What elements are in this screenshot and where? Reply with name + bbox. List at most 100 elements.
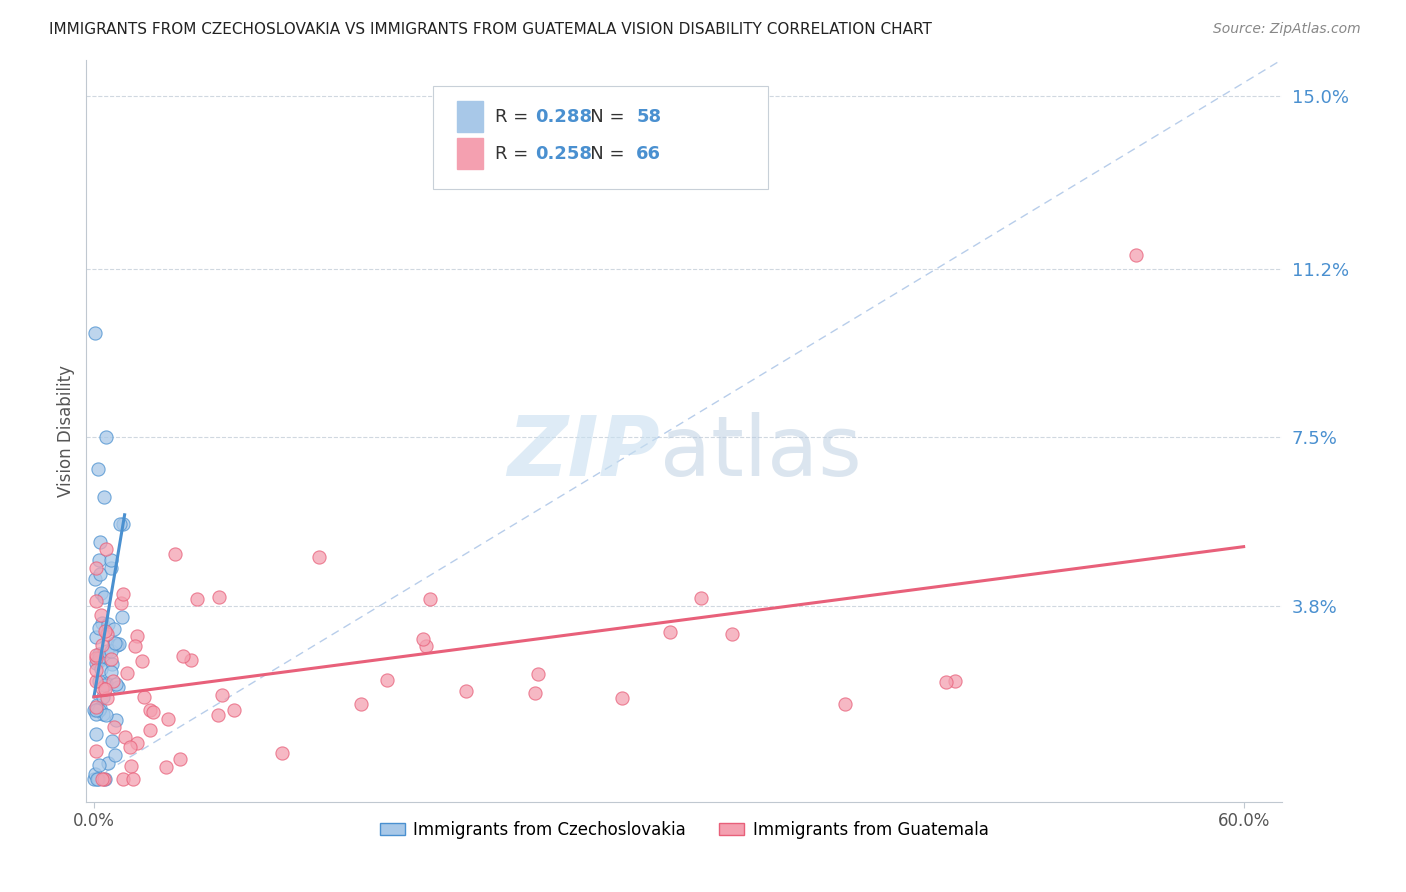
Immigrants from Czechoslovakia xyxy=(97,756,120,771)
Immigrants from Czechoslovakia xyxy=(101,734,124,748)
Immigrants from Czechoslovakia xyxy=(86,630,108,644)
Text: IMMIGRANTS FROM CZECHOSLOVAKIA VS IMMIGRANTS FROM GUATEMALA VISION DISABILITY CO: IMMIGRANTS FROM CZECHOSLOVAKIA VS IMMIGR… xyxy=(49,22,932,37)
Immigrants from Guatemala xyxy=(94,624,117,639)
Immigrants from Czechoslovakia xyxy=(83,772,105,786)
Immigrants from Guatemala xyxy=(96,542,118,557)
Immigrants from Czechoslovakia xyxy=(112,516,135,531)
Immigrants from Czechoslovakia xyxy=(108,517,131,532)
Immigrants from Guatemala xyxy=(610,691,633,706)
Immigrants from Czechoslovakia xyxy=(87,674,110,689)
Immigrants from Guatemala xyxy=(132,690,155,704)
FancyBboxPatch shape xyxy=(433,86,768,189)
Immigrants from Guatemala xyxy=(721,627,744,641)
Immigrants from Guatemala xyxy=(91,772,114,786)
Immigrants from Guatemala xyxy=(270,746,292,760)
Immigrants from Czechoslovakia xyxy=(86,698,108,713)
Immigrants from Guatemala xyxy=(84,699,107,714)
Immigrants from Czechoslovakia xyxy=(93,591,115,605)
Immigrants from Czechoslovakia xyxy=(89,553,111,567)
Immigrants from Guatemala xyxy=(100,652,122,666)
Immigrants from Czechoslovakia xyxy=(104,747,127,762)
Immigrants from Czechoslovakia xyxy=(83,326,105,340)
Immigrants from Guatemala xyxy=(101,673,124,688)
Immigrants from Czechoslovakia xyxy=(104,636,127,650)
Immigrants from Guatemala xyxy=(127,736,149,750)
Immigrants from Guatemala xyxy=(412,632,434,646)
Immigrants from Czechoslovakia xyxy=(100,552,122,566)
Immigrants from Czechoslovakia xyxy=(86,772,108,786)
Immigrants from Guatemala xyxy=(419,592,441,607)
Immigrants from Guatemala xyxy=(456,683,478,698)
Immigrants from Guatemala xyxy=(139,723,162,737)
Immigrants from Guatemala xyxy=(84,673,107,688)
Immigrants from Guatemala xyxy=(180,653,202,667)
Immigrants from Czechoslovakia xyxy=(101,657,124,672)
Bar xyxy=(457,138,484,169)
Immigrants from Guatemala xyxy=(157,712,180,726)
Immigrants from Guatemala xyxy=(115,666,138,681)
Immigrants from Guatemala xyxy=(131,653,153,667)
Text: 0.258: 0.258 xyxy=(534,145,592,163)
Immigrants from Czechoslovakia xyxy=(89,647,111,661)
Text: N =: N = xyxy=(572,145,630,163)
Immigrants from Guatemala xyxy=(350,697,373,711)
Immigrants from Czechoslovakia xyxy=(105,713,128,727)
Immigrants from Czechoslovakia xyxy=(111,609,134,624)
Immigrants from Guatemala xyxy=(84,648,107,663)
Immigrants from Czechoslovakia xyxy=(89,622,111,636)
Immigrants from Guatemala xyxy=(84,560,107,574)
Immigrants from Czechoslovakia xyxy=(84,767,107,781)
Immigrants from Guatemala xyxy=(169,752,191,766)
Immigrants from Guatemala xyxy=(84,744,107,758)
Immigrants from Czechoslovakia xyxy=(84,656,107,670)
Immigrants from Guatemala xyxy=(118,739,141,754)
Immigrants from Czechoslovakia xyxy=(96,675,118,690)
Immigrants from Czechoslovakia xyxy=(87,703,110,717)
Immigrants from Guatemala xyxy=(84,651,107,665)
Immigrants from Guatemala xyxy=(523,686,546,700)
Text: atlas: atlas xyxy=(661,412,862,493)
Immigrants from Guatemala xyxy=(96,690,118,705)
Immigrants from Guatemala xyxy=(111,772,134,786)
Immigrants from Czechoslovakia xyxy=(103,622,125,636)
Immigrants from Czechoslovakia xyxy=(89,758,111,772)
Immigrants from Czechoslovakia xyxy=(94,430,117,444)
Immigrants from Czechoslovakia xyxy=(91,707,114,722)
Immigrants from Guatemala xyxy=(834,697,856,711)
Immigrants from Guatemala xyxy=(155,760,177,774)
Immigrants from Guatemala xyxy=(222,703,245,717)
Immigrants from Czechoslovakia xyxy=(97,617,120,632)
Immigrants from Czechoslovakia xyxy=(100,665,122,679)
Immigrants from Guatemala xyxy=(112,587,135,601)
Immigrants from Czechoslovakia xyxy=(86,772,108,786)
Immigrants from Guatemala xyxy=(94,682,117,697)
Immigrants from Czechoslovakia xyxy=(89,701,111,715)
Immigrants from Czechoslovakia xyxy=(87,651,110,665)
Immigrants from Guatemala xyxy=(163,548,186,562)
Immigrants from Czechoslovakia xyxy=(105,638,128,652)
Immigrants from Guatemala xyxy=(142,706,165,720)
Text: ZIP: ZIP xyxy=(508,412,661,493)
Immigrants from Czechoslovakia xyxy=(100,560,122,574)
Immigrants from Guatemala xyxy=(120,759,142,773)
Immigrants from Czechoslovakia xyxy=(94,708,117,723)
Immigrants from Czechoslovakia xyxy=(107,680,129,694)
Immigrants from Guatemala xyxy=(90,638,112,652)
Text: 66: 66 xyxy=(637,145,661,163)
Immigrants from Guatemala xyxy=(935,675,957,690)
Text: 0.288: 0.288 xyxy=(534,108,592,126)
Immigrants from Czechoslovakia xyxy=(94,678,117,692)
Immigrants from Guatemala xyxy=(211,688,233,702)
Immigrants from Guatemala xyxy=(208,591,231,605)
Immigrants from Czechoslovakia xyxy=(108,637,131,651)
Immigrants from Guatemala xyxy=(110,596,132,610)
Immigrants from Czechoslovakia xyxy=(93,772,115,786)
Immigrants from Czechoslovakia xyxy=(103,636,125,650)
Immigrants from Guatemala xyxy=(1125,248,1147,262)
Immigrants from Czechoslovakia xyxy=(84,707,107,722)
Immigrants from Guatemala xyxy=(84,594,107,608)
Text: R =: R = xyxy=(495,145,534,163)
Text: Source: ZipAtlas.com: Source: ZipAtlas.com xyxy=(1213,22,1361,37)
Immigrants from Czechoslovakia xyxy=(84,703,107,717)
Immigrants from Czechoslovakia xyxy=(89,535,111,549)
